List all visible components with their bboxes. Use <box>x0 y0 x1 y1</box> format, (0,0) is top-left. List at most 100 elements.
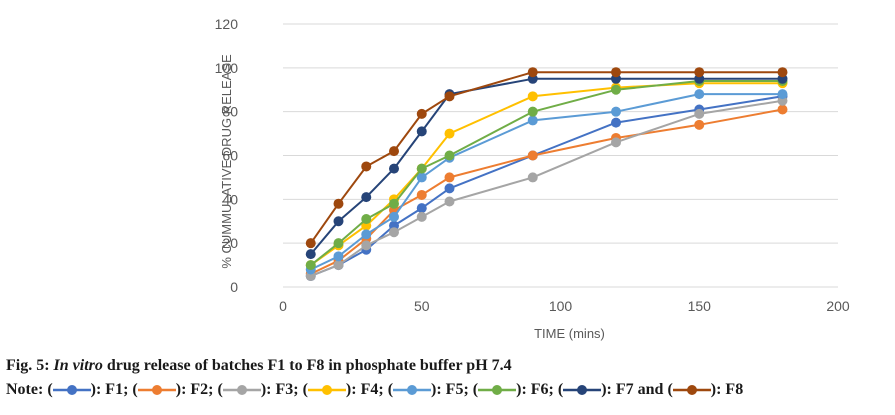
data-point <box>333 251 344 262</box>
legend-swatch <box>52 385 91 395</box>
series-f7 <box>305 73 788 260</box>
data-point <box>333 198 344 209</box>
data-point <box>527 91 538 102</box>
data-point <box>694 119 705 130</box>
series-line <box>310 99 783 277</box>
data-point <box>694 67 705 78</box>
series-lines <box>305 67 788 282</box>
y-tick-label: 20 <box>222 235 238 251</box>
x-tick-label: 200 <box>826 298 850 314</box>
data-point <box>416 189 427 200</box>
legend-entry: (): F1; <box>47 381 129 398</box>
y-tick-label: 60 <box>222 148 238 164</box>
legend-entry: (): F2; <box>128 381 214 398</box>
note-label: Note: <box>6 381 44 398</box>
series-line <box>310 93 783 271</box>
x-axis-title: TIME (mins) <box>534 326 605 341</box>
legend-entry: (): F8 <box>663 381 744 398</box>
data-point <box>389 211 399 222</box>
data-point <box>333 260 344 271</box>
legend-entry: (): F4; <box>298 381 384 398</box>
legend-entry: (): F6; <box>468 381 554 398</box>
series-line <box>310 80 783 266</box>
data-point <box>444 196 455 207</box>
series-f6 <box>305 75 788 271</box>
legend-swatch <box>393 385 432 395</box>
caption-text: drug release of batches F1 to F8 in phos… <box>106 357 512 374</box>
data-point <box>777 104 788 115</box>
data-point <box>527 172 538 183</box>
data-point <box>389 198 399 209</box>
data-point <box>777 67 788 78</box>
x-tick-label: 0 <box>279 298 287 314</box>
legend-entry: (): F3; <box>213 381 299 398</box>
data-point <box>611 84 621 95</box>
data-point <box>694 89 705 100</box>
data-point <box>444 128 455 139</box>
legend-entry: (): F5; <box>383 381 469 398</box>
series-line <box>309 71 783 244</box>
y-axis-title: % CUMMULATIVE DRUG RELEASE <box>219 54 234 269</box>
data-point <box>444 150 455 161</box>
data-point <box>611 117 621 128</box>
data-point <box>416 126 427 137</box>
data-point <box>444 183 455 194</box>
gridlines <box>283 23 838 288</box>
data-point <box>416 203 427 214</box>
data-point <box>416 172 427 183</box>
data-point <box>361 161 372 172</box>
caption-italic: In vitro <box>53 357 103 374</box>
legend-entry: (): F7 and <box>553 381 664 398</box>
data-point <box>305 260 316 271</box>
x-tick-label: 150 <box>688 298 712 314</box>
data-point <box>416 211 427 222</box>
data-point <box>416 108 427 119</box>
series-line <box>310 108 783 275</box>
series-f5 <box>305 89 788 275</box>
data-point <box>389 146 399 157</box>
data-point <box>305 249 316 260</box>
data-point <box>527 106 538 117</box>
series-line <box>310 77 783 255</box>
x-tick-label: 100 <box>549 298 573 314</box>
y-tick-label: 80 <box>222 104 238 120</box>
data-point <box>333 216 344 227</box>
chart: 0 20 40 60 80 100 120 0 50 100 150 200 % CUMMULATIV… <box>215 16 850 341</box>
data-point <box>361 192 372 203</box>
data-point <box>611 67 621 78</box>
series-f3 <box>305 95 788 282</box>
data-point <box>389 227 399 238</box>
data-point <box>389 163 399 174</box>
data-point <box>305 238 316 249</box>
tick-labels: 0 20 40 60 80 100 120 0 50 100 150 200 <box>215 16 850 314</box>
y-tick-label: 120 <box>215 16 239 32</box>
series-line <box>310 95 783 277</box>
data-point <box>361 214 372 225</box>
legend-swatch <box>307 385 346 395</box>
legend-swatch <box>137 385 176 395</box>
data-point <box>611 137 621 148</box>
legend-swatch <box>478 385 517 395</box>
y-tick-label: 0 <box>230 279 238 295</box>
data-point <box>444 91 455 102</box>
data-point <box>527 115 538 126</box>
legend-swatch <box>563 385 602 395</box>
legend-swatch <box>222 385 261 395</box>
data-point <box>527 67 538 78</box>
data-point <box>777 89 788 100</box>
y-tick-label: 40 <box>222 191 238 207</box>
data-point <box>361 240 372 251</box>
data-point <box>416 163 427 174</box>
data-point <box>694 108 705 119</box>
legend-swatch <box>672 385 711 395</box>
caption-note: Note: (): F1; (): F2; (): F3; (): F4; ()… <box>6 381 743 399</box>
figure-label: Fig. 5: <box>6 357 50 374</box>
data-point <box>444 172 455 183</box>
data-point <box>361 229 372 240</box>
data-point <box>333 238 344 249</box>
series-f8 <box>305 67 788 249</box>
data-point <box>527 150 538 161</box>
x-tick-label: 50 <box>414 298 430 314</box>
figure-caption: Fig. 5: In vitro drug release of batches… <box>6 357 512 375</box>
series-f2 <box>305 104 788 279</box>
